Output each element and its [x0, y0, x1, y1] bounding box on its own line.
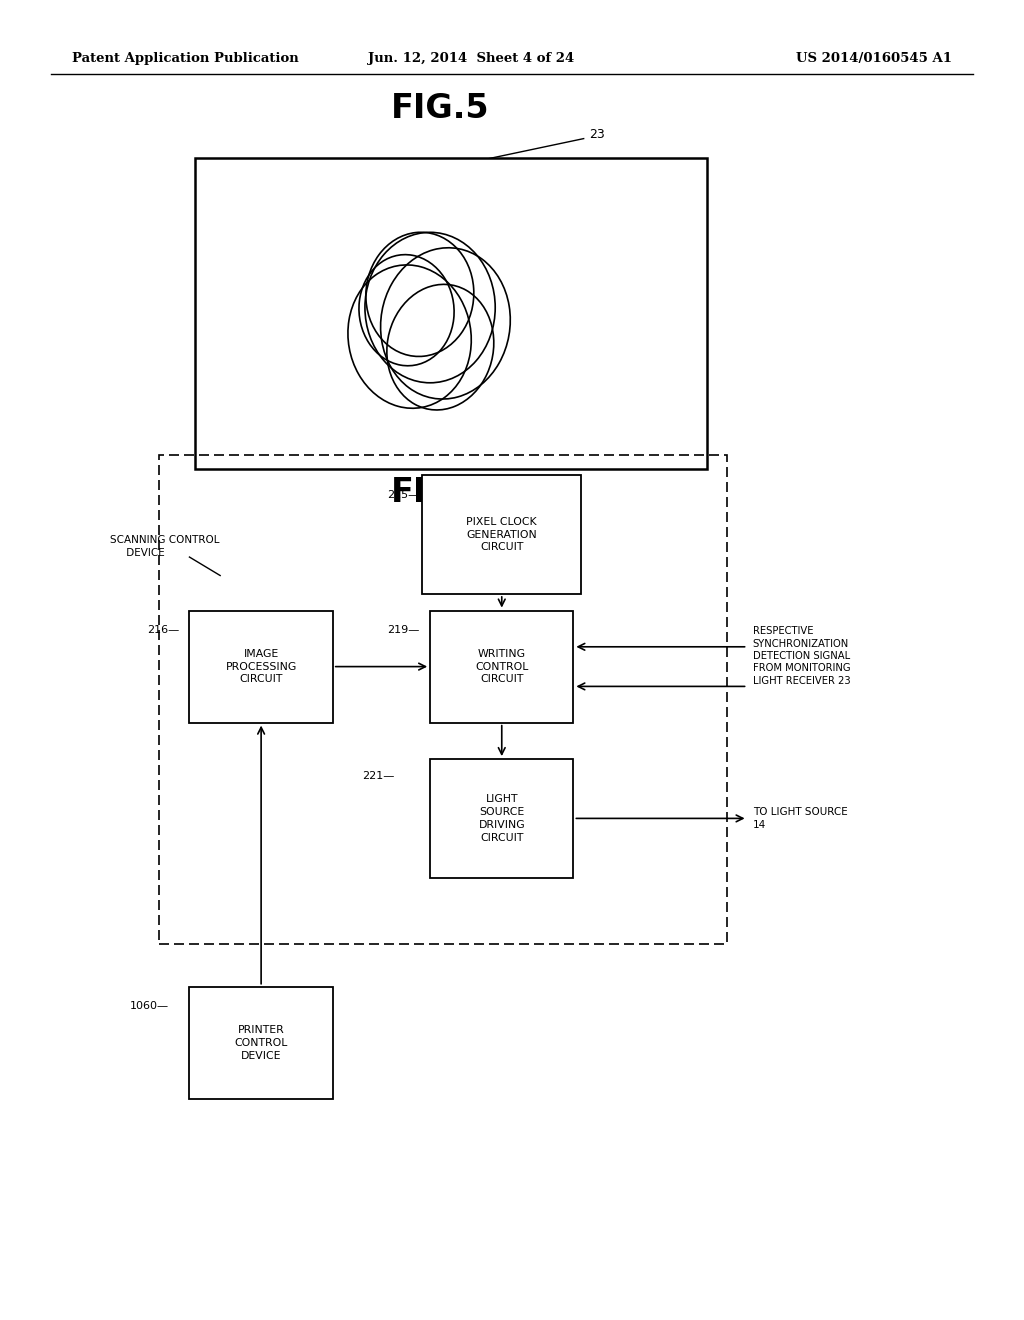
Text: SCANNING CONTROL
     DEVICE: SCANNING CONTROL DEVICE: [110, 535, 219, 558]
Text: FIG.6: FIG.6: [391, 477, 489, 510]
Bar: [189, 987, 333, 1098]
Bar: [422, 475, 582, 594]
Text: FIG.5: FIG.5: [391, 92, 489, 125]
Bar: [430, 759, 573, 878]
Text: 221—: 221—: [361, 771, 394, 781]
Text: 216—: 216—: [147, 624, 179, 635]
Text: RESPECTIVE
SYNCHRONIZATION
DETECTION SIGNAL
FROM MONITORING
LIGHT RECEIVER 23: RESPECTIVE SYNCHRONIZATION DETECTION SIG…: [753, 626, 850, 686]
Text: PIXEL CLOCK
GENERATION
CIRCUIT: PIXEL CLOCK GENERATION CIRCUIT: [466, 517, 538, 552]
Bar: [430, 610, 573, 722]
Text: IMAGE
PROCESSING
CIRCUIT: IMAGE PROCESSING CIRCUIT: [225, 649, 297, 684]
Text: 219—: 219—: [387, 624, 420, 635]
Bar: [159, 455, 727, 944]
Text: PRINTER
CONTROL
DEVICE: PRINTER CONTROL DEVICE: [234, 1026, 288, 1060]
Text: Jun. 12, 2014  Sheet 4 of 24: Jun. 12, 2014 Sheet 4 of 24: [368, 51, 574, 65]
Bar: [189, 610, 333, 722]
Text: 23: 23: [589, 128, 604, 141]
Text: 215—: 215—: [388, 490, 420, 500]
Text: 1060—: 1060—: [130, 1001, 169, 1011]
Text: LIGHT
SOURCE
DRIVING
CIRCUIT: LIGHT SOURCE DRIVING CIRCUIT: [478, 795, 525, 842]
Text: WRITING
CONTROL
CIRCUIT: WRITING CONTROL CIRCUIT: [475, 649, 528, 684]
Bar: [195, 158, 707, 469]
Text: TO LIGHT SOURCE
14: TO LIGHT SOURCE 14: [753, 808, 848, 829]
Text: Patent Application Publication: Patent Application Publication: [72, 51, 298, 65]
Text: US 2014/0160545 A1: US 2014/0160545 A1: [797, 51, 952, 65]
